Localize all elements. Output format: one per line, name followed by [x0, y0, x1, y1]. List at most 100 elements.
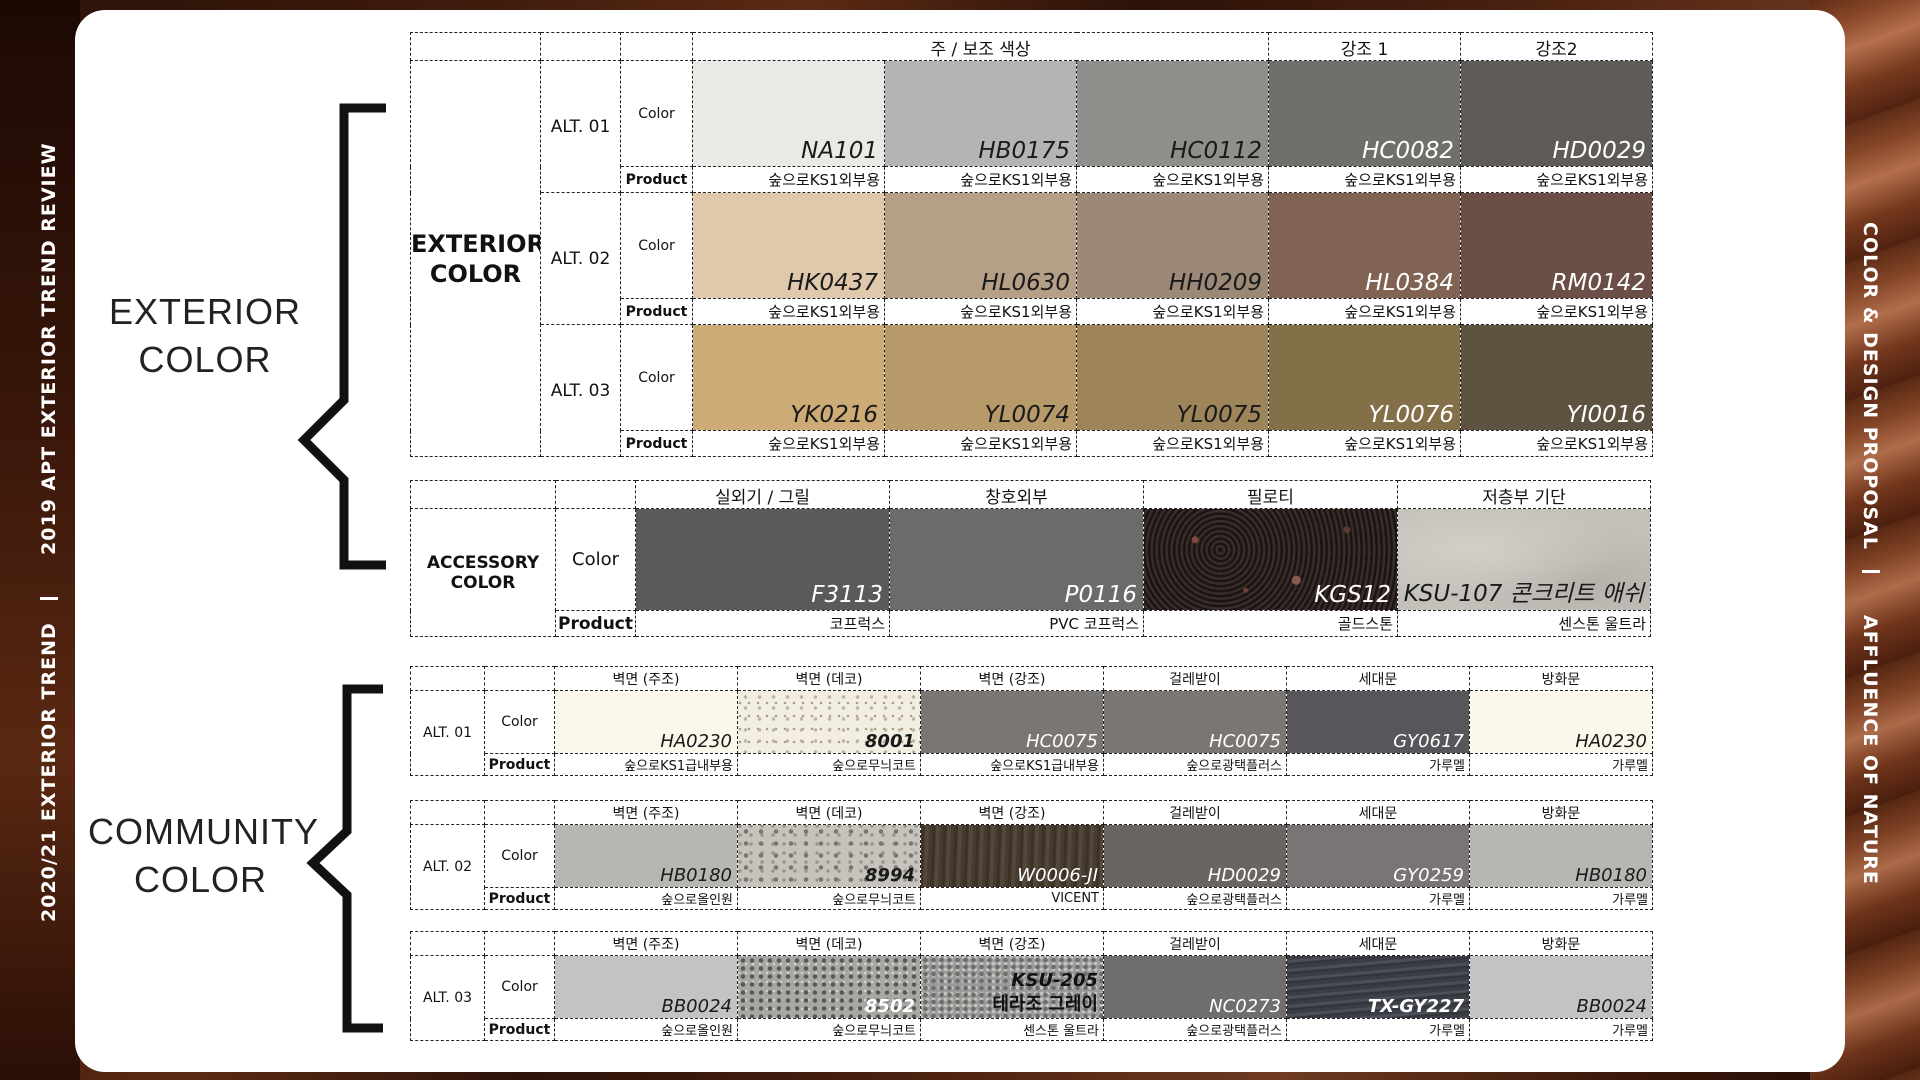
product-label: Product [620, 298, 693, 325]
community-header: 방화문 [1469, 931, 1653, 956]
product-name: 숲으로KS1급내부용 [554, 753, 738, 776]
accessory-header-1: 실외기 / 그릴 [635, 480, 890, 509]
swatch-code: HD0029 [1207, 865, 1281, 886]
swatch-code: HK0437 [787, 270, 878, 296]
product-name: 센스톤 울트라 [920, 1018, 1104, 1041]
alt-label: ALT. 02 [410, 824, 485, 910]
community-header: 벽면 (데코) [737, 800, 921, 825]
product-name: 가루멜 [1469, 1018, 1653, 1041]
color-swatch: YK0216 [692, 324, 885, 431]
background-left-strip [0, 0, 80, 1080]
swatch-code: KSU-107 콘크리트 애쉬 [1403, 581, 1644, 607]
product-name: 숲으로광택플러스 [1103, 887, 1287, 910]
swatch-code: HD0029 [1552, 138, 1647, 164]
product-name: 숲으로올인원 [554, 887, 738, 910]
exterior-section-label: EXTERIOR COLOR [100, 288, 310, 384]
color-swatch: HD0029 [1103, 824, 1287, 888]
product-name: VICENT [920, 887, 1104, 910]
community-header: 세대문 [1286, 800, 1470, 825]
product-name: 가루멜 [1286, 1018, 1470, 1041]
product-name: 숲으로무늬코트 [737, 1018, 921, 1041]
community-header: 벽면 (강조) [920, 800, 1104, 825]
accessory-header-2: 창호외부 [889, 480, 1144, 509]
color-swatch: F3113 [635, 508, 890, 611]
community-section-label-line2: COLOR [133, 859, 268, 900]
swatch-code: HB0180 [1575, 865, 1647, 886]
accessory-product: 골드스톤 [1143, 610, 1398, 637]
empty-cell [410, 931, 485, 956]
color-swatch: KSU-107 콘크리트 애쉬 [1397, 508, 1651, 611]
community-color-row: ALT. 03 Color BB0024 8502 KSU-205 테라조 그레이 NC02… [410, 955, 1653, 1041]
community-color-row: ALT. 02 Color HB0180 8994 W0006-JI HD0029 GY02… [410, 824, 1653, 910]
side-title-top-left: 2019 APT EXTERIOR TREND REVIEW [38, 142, 60, 555]
product-name: 가루멜 [1469, 753, 1653, 776]
accessory-title-line1: ACCESSORY [426, 552, 540, 573]
product-name: 숲으로KS1외부용 [1460, 430, 1654, 457]
product-label: Product [484, 1018, 555, 1041]
accessory-title-line2: COLOR [450, 572, 516, 593]
community-header-row: 벽면 (주조) 벽면 (데코) 벽면 (강조) 걸레받이 세대문 방화문 [410, 931, 1653, 956]
side-divider-left [40, 597, 58, 600]
empty-cell [555, 480, 636, 509]
accessory-product: 센스톤 울트라 [1397, 610, 1651, 637]
color-swatch: P0116 [889, 508, 1144, 611]
swatch-code: HB0180 [660, 865, 732, 886]
exterior-brace-icon [297, 103, 386, 570]
swatch-code: HC0075 [1209, 731, 1281, 752]
color-swatch: 8502 [737, 955, 921, 1019]
color-swatch: HA0230 [554, 690, 738, 754]
swatch-code: TX-GY227 [1367, 996, 1464, 1017]
color-swatch: KGS12 [1143, 508, 1398, 611]
community-header: 세대문 [1286, 931, 1470, 956]
exterior-section-label-line2: COLOR [138, 339, 272, 380]
color-swatch: HB0180 [1469, 824, 1653, 888]
color-swatch: RM0142 [1460, 192, 1654, 299]
color-swatch: NC0273 [1103, 955, 1287, 1019]
accessory-header-row: 실외기 / 그릴 창호외부 필로티 저층부 기단 [410, 480, 1651, 509]
alt-label: ALT. 01 [410, 690, 485, 776]
swatch-code: HC0112 [1170, 138, 1263, 164]
community-header: 걸레받이 [1103, 666, 1287, 691]
accessory-product-label: Product [555, 610, 636, 637]
swatch-code: YK0216 [790, 402, 878, 428]
swatch-code: BB0024 [661, 996, 732, 1017]
product-name: 숲으로KS1외부용 [1075, 298, 1270, 325]
accessory-product: 코프럭스 [635, 610, 890, 637]
color-swatch: KSU-205 테라조 그레이 [920, 955, 1104, 1019]
accessory-color-label: Color [555, 508, 636, 611]
empty-cell [484, 931, 555, 956]
side-title-bottom-left: 2020/21 EXTERIOR TREND [38, 622, 60, 922]
swatch-code: F3113 [811, 582, 883, 608]
product-label: Product [620, 430, 693, 457]
color-swatch: 8994 [737, 824, 921, 888]
product-name: 숲으로광택플러스 [1103, 1018, 1287, 1041]
community-header: 세대문 [1286, 666, 1470, 691]
community-header: 방화문 [1469, 666, 1653, 691]
exterior-header-row: 주 / 보조 색상 강조 1 강조2 [410, 32, 1654, 61]
color-swatch: HC0075 [1103, 690, 1287, 754]
swatch-code-name: 테라조 그레이 [992, 994, 1098, 1015]
product-name: 가루멜 [1469, 887, 1653, 910]
exterior-title-line1: EXTERIOR [411, 229, 541, 258]
swatch-code-block: KSU-205 테라조 그레이 [992, 969, 1098, 1017]
side-divider-right [1862, 570, 1880, 573]
alt-label: ALT. 01 [540, 60, 621, 193]
accessory-row-title: ACCESSORY COLOR [410, 508, 556, 637]
empty-cell [410, 32, 541, 61]
color-swatch: YL0075 [1075, 324, 1270, 431]
product-name: 숲으로광택플러스 [1103, 753, 1287, 776]
color-swatch: HL0630 [884, 192, 1077, 299]
community-header: 벽면 (데코) [737, 666, 921, 691]
color-label: Color [620, 192, 693, 299]
community-section-label: COMMUNITY COLOR [88, 808, 318, 904]
exterior-product-row: Product 숲으로KS1외부용 숲으로KS1외부용 숲으로KS1외부용 숲으로KS1… [411, 166, 1654, 193]
color-label: Color [620, 60, 693, 167]
swatch-code: 8502 [864, 996, 915, 1017]
exterior-color-row: ALT. 02 Color HK0437 HL0630 HH0209 HL0384 RM01… [411, 192, 1654, 325]
color-swatch: HK0437 [692, 192, 885, 299]
community-color-row: ALT. 01 Color HA0230 8001 HC0075 HC0075 GY0617… [410, 690, 1653, 776]
accessory-product-row: Product 코프럭스 PVC 코프럭스 골드스톤 센스톤 울트라 [411, 610, 1651, 637]
product-name: 숲으로무늬코트 [737, 753, 921, 776]
exterior-color-row: ALT. 03 Color YK0216 YL0074 YL0075 YL0076 YI00… [411, 324, 1654, 457]
community-header: 벽면 (주조) [554, 666, 738, 691]
